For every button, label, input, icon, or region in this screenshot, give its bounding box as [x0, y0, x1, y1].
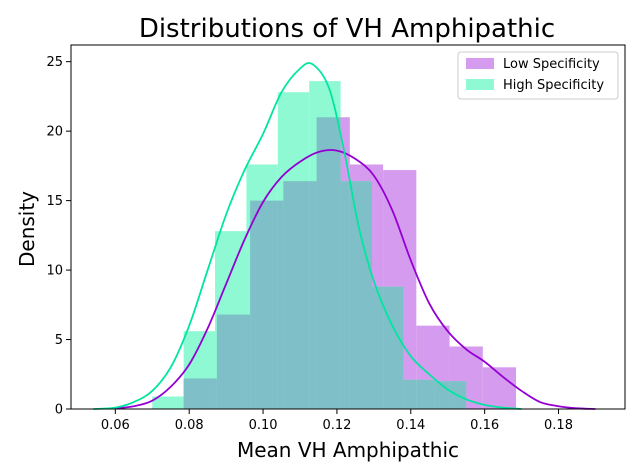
legend-swatch-high-specificity [466, 79, 494, 90]
y-axis-ticks: 0 5 10 15 20 25 [46, 55, 71, 418]
chart-title: Distributions of VH Amphipathic [139, 14, 555, 44]
bar-overlap-8 [316, 117, 341, 410]
legend-label-high-specificity: High Specificity [503, 78, 604, 93]
bar-overlap-7 [309, 181, 317, 409]
histogram-overlap [183, 117, 467, 410]
y-axis-label: Density [15, 191, 39, 267]
y-tick-label: 20 [46, 125, 63, 140]
y-tick-label: 25 [46, 55, 63, 70]
bar-overlap-5 [277, 200, 284, 409]
axes-frame [70, 44, 626, 410]
bar-overlap-12 [383, 286, 404, 409]
kde-line-high-specificity [93, 62, 522, 410]
bar-overlap-14 [416, 379, 435, 409]
x-tick-label: 0.16 [470, 418, 499, 433]
x-tick-label: 0.08 [175, 418, 204, 433]
x-tick-label: 0.18 [544, 418, 573, 433]
y-tick-label: 15 [46, 194, 63, 209]
bar-overlap-11 [372, 286, 384, 409]
bar-overlap-1 [215, 378, 217, 409]
bar-overlap-9 [340, 181, 350, 409]
bar-overlap-10 [349, 181, 373, 409]
bar-overlap-2 [216, 314, 247, 409]
x-axis-label: Mean VH Amphipathic [237, 438, 459, 462]
y-tick-label: 5 [55, 333, 63, 348]
x-tick-label: 0.14 [396, 418, 425, 433]
x-tick-label: 0.06 [101, 418, 130, 433]
legend: Low Specificity High Specificity [457, 51, 619, 100]
bar-overlap-3 [246, 314, 251, 409]
bar-overlap-13 [403, 379, 417, 409]
plot-area [93, 62, 596, 410]
bar-high-specificity-0 [152, 396, 184, 409]
legend-label-low-specificity: Low Specificity [503, 57, 600, 72]
legend-box [457, 51, 619, 100]
bar-overlap-0 [183, 378, 216, 409]
legend-swatch-low-specificity [466, 58, 494, 69]
x-axis-ticks: 0.06 0.08 0.10 0.12 0.14 0.16 0.18 [101, 409, 573, 433]
bar-overlap-6 [283, 181, 310, 409]
y-tick-label: 0 [55, 403, 63, 418]
kde-line-low-specificity [115, 149, 596, 410]
y-tick-label: 10 [46, 264, 63, 279]
x-tick-label: 0.12 [322, 418, 351, 433]
x-tick-label: 0.10 [249, 418, 278, 433]
bar-overlap-4 [250, 200, 278, 409]
